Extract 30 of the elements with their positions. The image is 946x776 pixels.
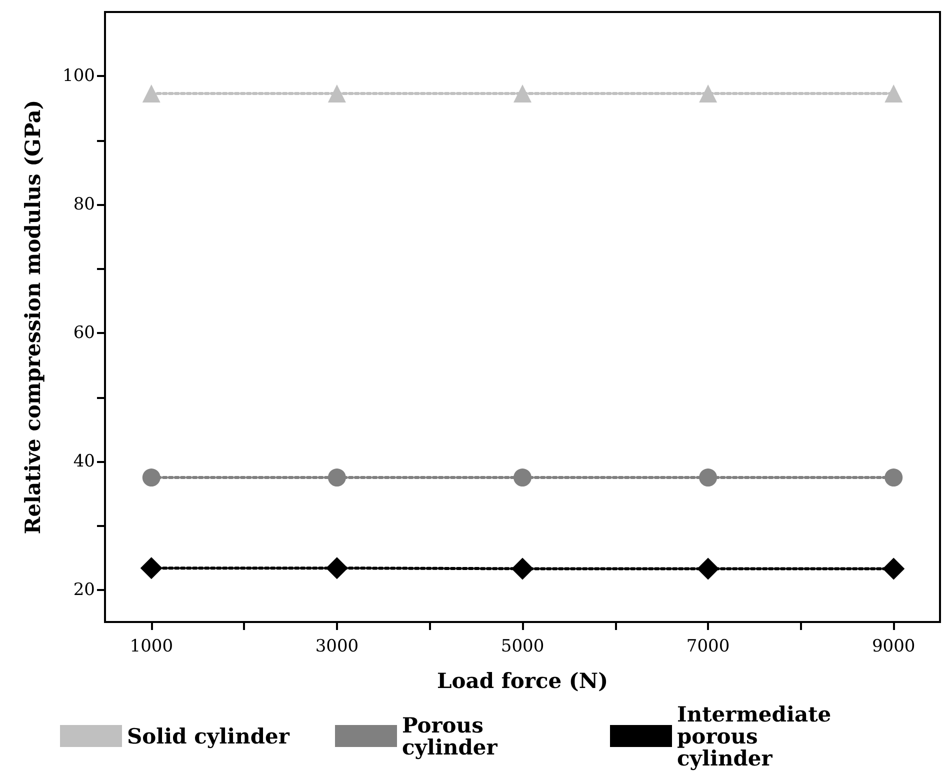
- point: [328, 468, 346, 487]
- point: [328, 84, 346, 103]
- x-tick-label: 1000: [130, 636, 174, 656]
- point: [699, 468, 718, 487]
- point: [514, 468, 532, 487]
- x-tick-label: 5000: [500, 636, 544, 656]
- point: [142, 84, 160, 103]
- point: [514, 84, 532, 103]
- point: [697, 558, 720, 580]
- y-tick-label: 100: [62, 66, 95, 86]
- x-tick-label: 3000: [315, 636, 359, 656]
- legend-label: Intermediate porous cylinder: [677, 702, 838, 770]
- legend-label: Porous cylinder: [402, 712, 498, 760]
- x-tick-label: 7000: [686, 636, 730, 656]
- y-tick-label: 20: [73, 580, 95, 600]
- x-tick-label: 9000: [872, 636, 916, 656]
- legend-label: Solid cylinder: [127, 724, 290, 748]
- point: [142, 468, 160, 487]
- point: [699, 84, 718, 103]
- y-tick-label: 80: [73, 194, 95, 215]
- point: [512, 558, 534, 580]
- x-axis-title: Load force (N): [436, 668, 608, 693]
- y-axis-title: Relative compression modulus (GPa): [20, 100, 45, 534]
- point: [140, 557, 162, 580]
- y-tick-label: 40: [73, 451, 95, 472]
- point: [326, 557, 348, 580]
- point: [884, 468, 903, 487]
- y-tick-label: 60: [73, 323, 95, 344]
- point: [882, 558, 905, 580]
- point: [884, 84, 903, 103]
